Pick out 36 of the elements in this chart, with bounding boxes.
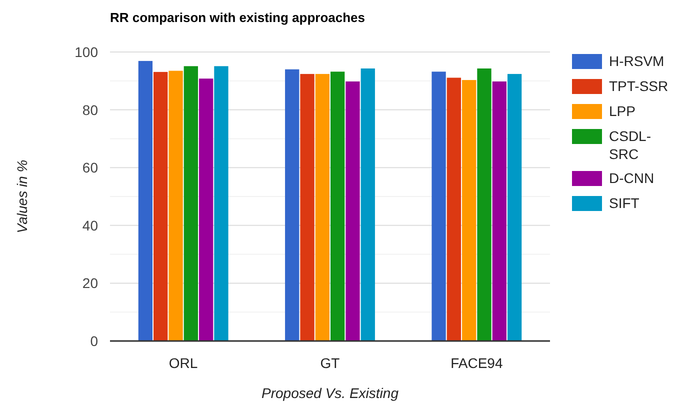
bar bbox=[138, 60, 153, 341]
legend-label: TPT-SSR bbox=[609, 78, 668, 94]
y-tick-label: 40 bbox=[82, 217, 98, 234]
legend-label: H-RSVM bbox=[609, 53, 664, 69]
bar bbox=[462, 80, 476, 341]
x-tick-label: GT bbox=[320, 355, 340, 371]
bar bbox=[360, 68, 375, 341]
legend-label: CSDL-SRC bbox=[609, 128, 652, 162]
x-tick-label: FACE94 bbox=[450, 355, 503, 371]
bar bbox=[492, 81, 506, 341]
bar bbox=[300, 74, 314, 341]
y-tick-label: 80 bbox=[82, 102, 98, 118]
bar bbox=[154, 72, 168, 341]
legend-label: LPP bbox=[609, 103, 636, 119]
bar bbox=[214, 66, 228, 341]
bar bbox=[285, 69, 300, 341]
legend-label: D-CNN bbox=[609, 170, 654, 186]
y-tick-label: 0 bbox=[90, 333, 98, 349]
bar bbox=[432, 72, 446, 341]
bar bbox=[184, 66, 198, 341]
bar bbox=[315, 74, 330, 341]
x-axis-title: Proposed Vs. Existing bbox=[262, 385, 399, 401]
bar bbox=[198, 78, 214, 341]
bar bbox=[507, 74, 522, 341]
bar bbox=[477, 68, 492, 341]
y-tick-label: 60 bbox=[82, 160, 98, 176]
y-tick-label: 100 bbox=[74, 44, 98, 60]
bar bbox=[330, 72, 345, 341]
legend-label: SIFT bbox=[609, 195, 640, 211]
x-tick-label: ORL bbox=[168, 355, 198, 371]
bar bbox=[168, 70, 183, 341]
bar bbox=[346, 81, 360, 341]
bar bbox=[446, 78, 462, 341]
chart-title: RR comparison with existing approaches bbox=[110, 10, 365, 25]
y-axis-title: Values in % bbox=[14, 160, 30, 234]
y-tick-label: 20 bbox=[82, 275, 98, 292]
